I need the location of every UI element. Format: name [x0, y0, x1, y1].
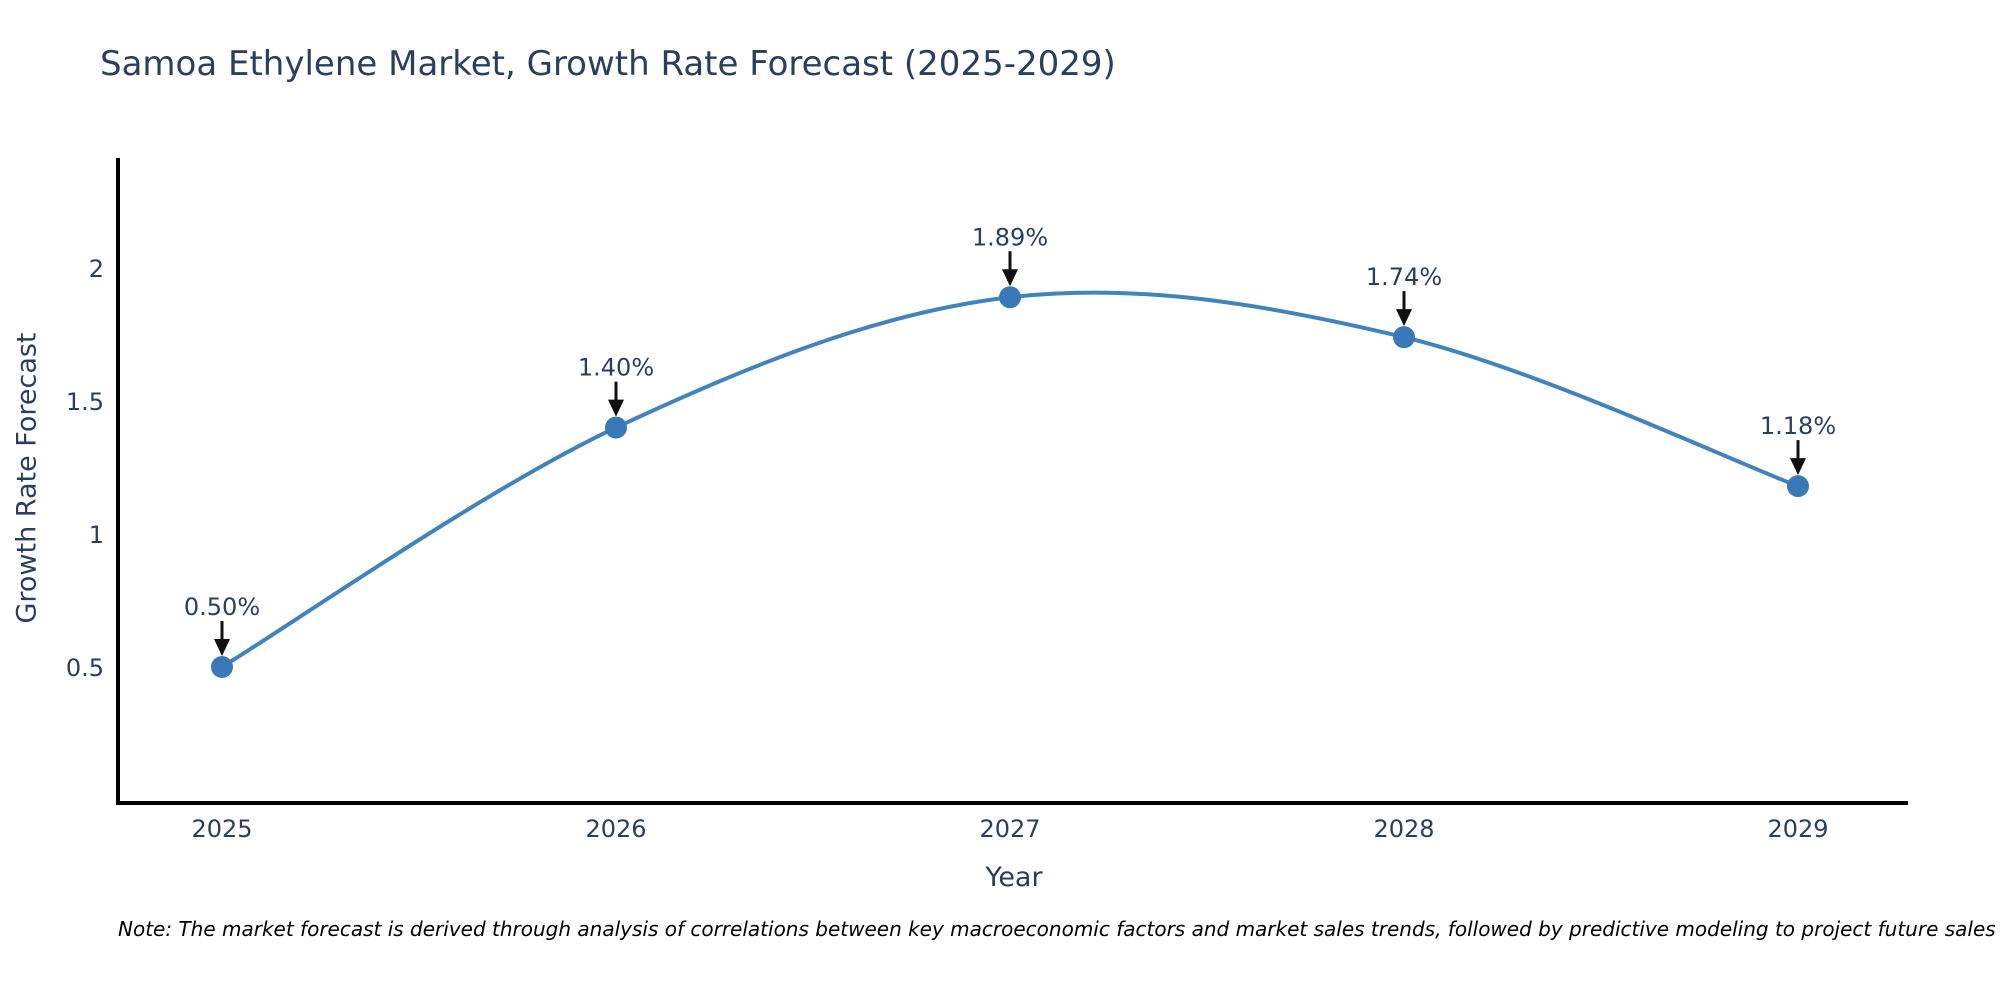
annotation-label: 1.18% [1760, 412, 1836, 440]
series-line [220, 290, 1799, 669]
annotation-arrow-head [1396, 309, 1412, 327]
y-tick-label: 1 [89, 521, 104, 549]
x-tick-label: 2025 [191, 815, 252, 843]
axis-lines [116, 158, 1908, 805]
annotation-label: 1.89% [972, 223, 1048, 251]
footnote: Note: The market forecast is derived thr… [118, 917, 1996, 941]
annotation-label: 1.40% [578, 354, 654, 382]
y-axis-title: Growth Rate Forecast [11, 332, 43, 624]
x-tick-label: 2028 [1373, 815, 1434, 843]
x-tick-label: 2026 [585, 815, 646, 843]
annotation-label: 1.74% [1366, 263, 1442, 291]
y-tick-label: 0.5 [66, 654, 104, 682]
x-tick-label: 2029 [1767, 815, 1828, 843]
data-point-marker [1787, 475, 1809, 498]
annotation-arrow-head [214, 639, 230, 656]
y-tick-label: 2 [89, 255, 104, 283]
annotation-label: 0.50% [184, 593, 260, 621]
chart-title: Samoa Ethylene Market, Growth Rate Forec… [100, 44, 1116, 84]
data-point-marker [999, 286, 1021, 309]
data-point-marker [1393, 326, 1415, 349]
x-axis-title: Year [985, 862, 1043, 893]
annotation-arrow-head [1002, 269, 1018, 287]
annotation-arrow-head [608, 399, 624, 417]
x-tick-label: 2027 [979, 815, 1040, 843]
annotation-arrow-head [1790, 458, 1806, 476]
y-tick-label: 1.5 [66, 388, 104, 416]
data-point-marker [211, 656, 233, 678]
data-point-marker [605, 416, 627, 439]
